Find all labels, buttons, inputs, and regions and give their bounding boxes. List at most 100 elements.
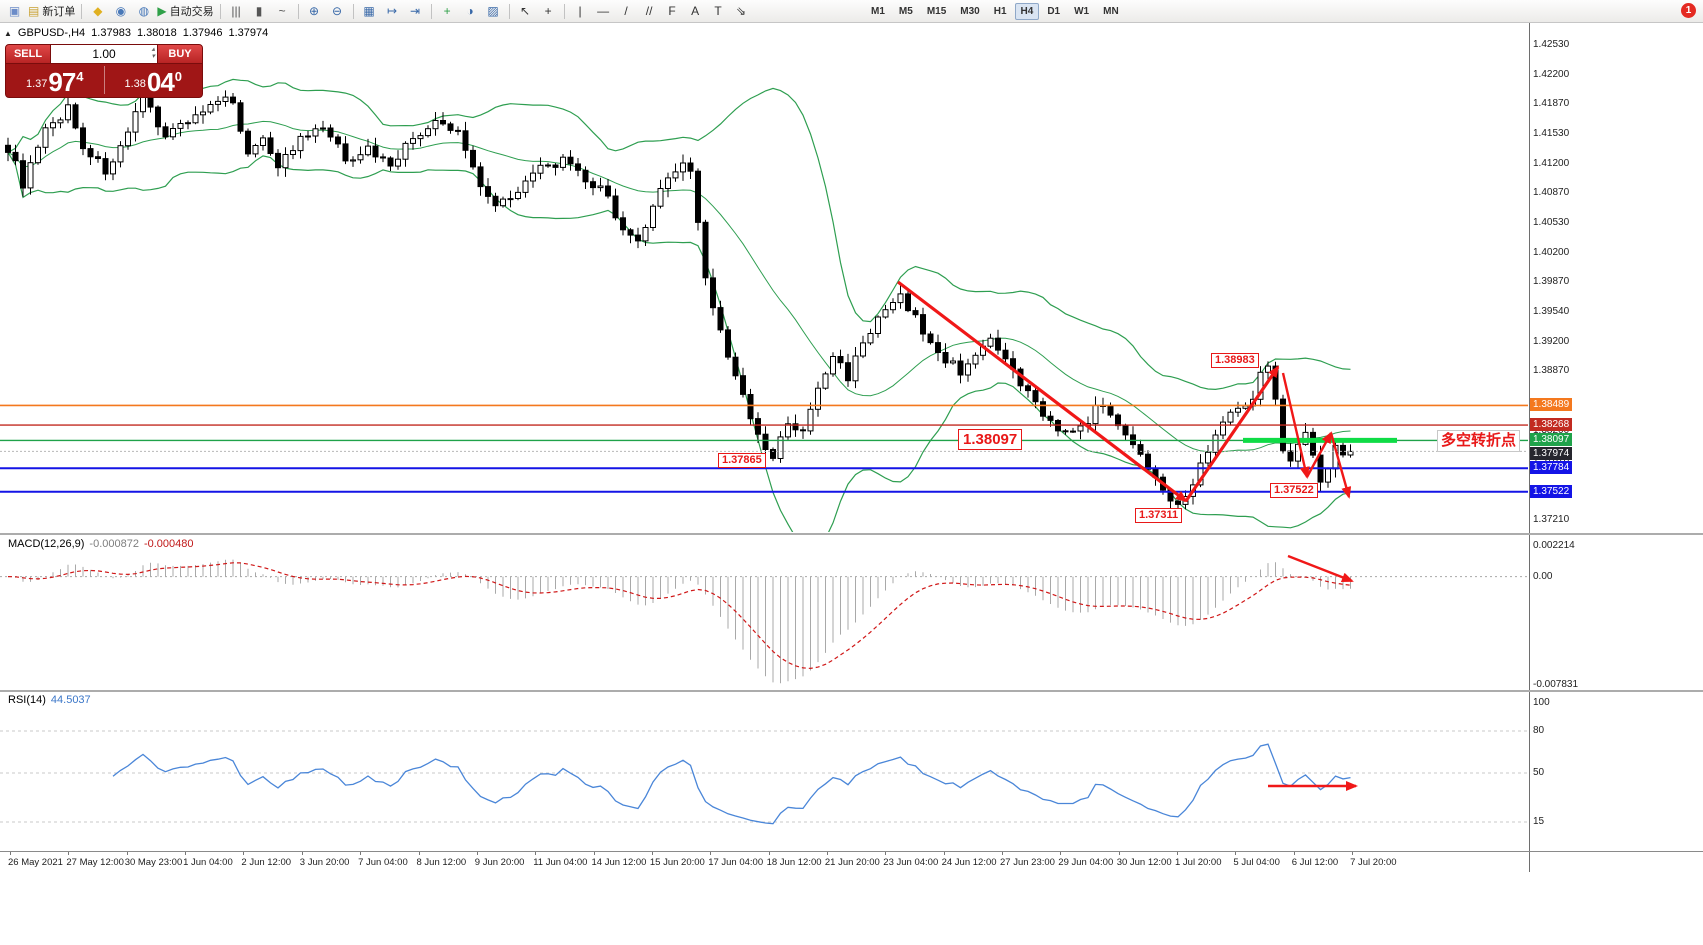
time-axis-label: 30 Jun 12:00 — [1116, 857, 1172, 868]
crosshair-icon[interactable]: + — [544, 4, 552, 18]
timeframe-button-m30[interactable]: M30 — [960, 5, 980, 17]
timeframe-button-w1[interactable]: W1 — [1074, 5, 1090, 17]
price-axis[interactable]: 1.42530 1.42200 1.41870 1.41530 1.41200 1.408… — [1529, 0, 1702, 945]
periods-icon[interactable]: ◑ — [466, 4, 474, 18]
time-axis-tick — [593, 852, 595, 855]
candlestick-chart-icon[interactable]: ▮ — [255, 4, 263, 18]
symbol-name: GBPUSD-,H4 — [17, 27, 86, 39]
price-annotation[interactable]: 1.37311 — [1135, 508, 1183, 523]
timeframe-button-h1[interactable]: H1 — [993, 5, 1007, 17]
macd-main-value: -0.000872 — [89, 538, 139, 550]
time-axis-tick — [301, 852, 303, 855]
timeframe-button-m5[interactable]: M5 — [898, 5, 913, 17]
notification-badge[interactable]: 1 — [1681, 3, 1696, 18]
price-axis-label: 1.39540 — [1533, 305, 1570, 317]
price-axis-label: 1.42530 — [1533, 39, 1570, 50]
bar-chart-icon[interactable]: ||| — [231, 4, 241, 18]
timeframe-button-h4[interactable]: H4 — [1014, 2, 1040, 20]
trendline-icon[interactable]: / — [624, 4, 628, 18]
price-annotation[interactable]: 1.37522 — [1270, 483, 1318, 498]
new-order-button[interactable]: ▤ 新订单 — [28, 4, 76, 18]
oneclick-collapse-icon[interactable]: ▲ — [4, 28, 12, 38]
time-axis-label: 26 May 2021 — [8, 857, 63, 868]
price-annotation[interactable]: 1.38097 — [958, 429, 1023, 450]
price-axis-label: 1.40870 — [1533, 187, 1570, 199]
spinner-down-icon[interactable]: ▾ — [151, 53, 155, 60]
toolbar: ▣ ▤ 新订单 ◆ ◉ ◍ ▶ 自动交易 ||| ▮ ~ ⊕ ⊖ ▦ ↦ ⇥ + ◑ ▨ ↖ + | — ///F A T ⇘ M1… — [0, 0, 1703, 23]
time-axis-label: 18 Jun 12:00 — [766, 857, 822, 868]
zoom-in-icon[interactable]: ⊕ — [309, 4, 320, 18]
time-axis-label: 21 Jun 20:00 — [824, 857, 880, 868]
timeframe-button-m1[interactable]: M1 — [871, 5, 885, 17]
level-badge-green: 1.38097 — [1530, 433, 1573, 447]
volume-input[interactable]: 1.00 ▴ ▾ — [50, 45, 158, 64]
time-axis-label: 8 Jun 12:00 — [416, 857, 467, 868]
indicators-icon[interactable]: + — [443, 4, 451, 18]
buy-price[interactable]: 1.38 04 0 — [105, 64, 203, 96]
line-chart-icon[interactable]: ~ — [278, 4, 286, 18]
history-center-icon[interactable]: ◆ — [93, 4, 103, 18]
zoom-out-icon[interactable]: ⊖ — [332, 4, 343, 18]
toolbar-separator — [352, 3, 354, 19]
quote-open: 1.37983 — [91, 27, 131, 39]
time-axis-label: 11 Jun 04:00 — [533, 857, 588, 868]
chart-shift-icon[interactable]: ⇥ — [410, 4, 421, 18]
autotrading-button[interactable]: ▶ 自动交易 — [157, 4, 214, 18]
auto-scroll-icon[interactable]: ↦ — [387, 4, 398, 18]
rsi-value: 44.5037 — [50, 694, 91, 706]
sell-price-prefix: 1.37 — [25, 78, 48, 90]
time-axis-tick — [243, 852, 245, 855]
time-axis-tick — [1352, 852, 1354, 855]
price-annotation[interactable]: 1.37865 — [718, 453, 766, 468]
macd-axis-label: -0.007831 — [1533, 679, 1579, 690]
tile-windows-icon[interactable]: ▦ — [363, 4, 375, 18]
templates-icon[interactable]: ▨ — [487, 4, 499, 18]
timeframe-button-d1[interactable]: D1 — [1047, 5, 1061, 17]
price-annotation[interactable]: 1.38983 — [1211, 353, 1259, 368]
time-axis-tick — [1118, 852, 1120, 855]
spinner-up-icon[interactable]: ▴ — [151, 46, 155, 53]
shapes-icon[interactable]: A — [691, 4, 700, 18]
time-axis-label: 27 May 12:00 — [66, 857, 124, 868]
level-badge-blue-2: 1.37522 — [1530, 484, 1573, 498]
community-icon[interactable]: ◍ — [138, 4, 150, 18]
current-price-badge: 1.37974 — [1530, 447, 1573, 461]
accounts-icon[interactable]: ◉ — [115, 4, 127, 18]
price-divider — [103, 66, 105, 94]
volume-spinner[interactable]: ▴ ▾ — [151, 46, 155, 60]
time-axis-tick — [535, 852, 537, 855]
channel-icon[interactable]: // — [645, 4, 653, 18]
panel-separator[interactable] — [0, 690, 1703, 692]
macd-signal-value: -0.000480 — [143, 538, 194, 550]
time-axis-label: 3 Jun 20:00 — [299, 857, 350, 868]
sell-price[interactable]: 1.37 97 4 — [6, 64, 104, 96]
new-chart-icon[interactable]: ▣ — [8, 4, 21, 18]
time-axis-label: 6 Jul 12:00 — [1291, 857, 1339, 868]
timeframe-button-m15[interactable]: M15 — [926, 5, 947, 17]
price-axis-label: 1.40530 — [1533, 217, 1570, 229]
buy-button[interactable]: BUY — [158, 45, 202, 64]
sell-button[interactable]: SELL — [6, 45, 50, 64]
cursor-icon[interactable]: ↖ — [520, 4, 531, 18]
chart-note-annotation[interactable]: 多空转折点 — [1437, 430, 1521, 452]
text-icon[interactable]: T — [714, 4, 722, 18]
vertical-line-icon[interactable]: | — [578, 4, 582, 18]
arrow-tool-icon[interactable]: ⇘ — [736, 4, 747, 18]
time-axis-tick — [126, 852, 128, 855]
horizontal-line-icon[interactable]: — — [597, 4, 610, 18]
time-axis-separator — [0, 851, 1703, 852]
macd-title: MACD(12,26,9) — [8, 538, 85, 550]
toolbar-icons: ▣ ▤ 新订单 ◆ ◉ ◍ ▶ 自动交易 ||| ▮ ~ ⊕ ⊖ ▦ ↦ ⇥ + ◑ ▨ ↖ + | — ///F A T ⇘ — [0, 0, 753, 22]
rsi-axis-label: 80 — [1533, 725, 1545, 736]
fibonacci-icon[interactable]: F — [668, 4, 676, 18]
macd-axis-label: 0.00 — [1533, 570, 1553, 582]
panel-separator[interactable] — [0, 533, 1703, 535]
toolbar-separator — [297, 3, 299, 19]
time-axis[interactable]: 26 May 2021 27 May 12:00 30 May 23:00 1 Jun… — [0, 852, 1528, 872]
time-axis-label: 2 Jun 12:00 — [241, 857, 292, 868]
time-axis-tick — [1002, 852, 1003, 855]
time-axis-tick — [710, 852, 712, 855]
timeframe-button-mn[interactable]: MN — [1103, 5, 1119, 17]
